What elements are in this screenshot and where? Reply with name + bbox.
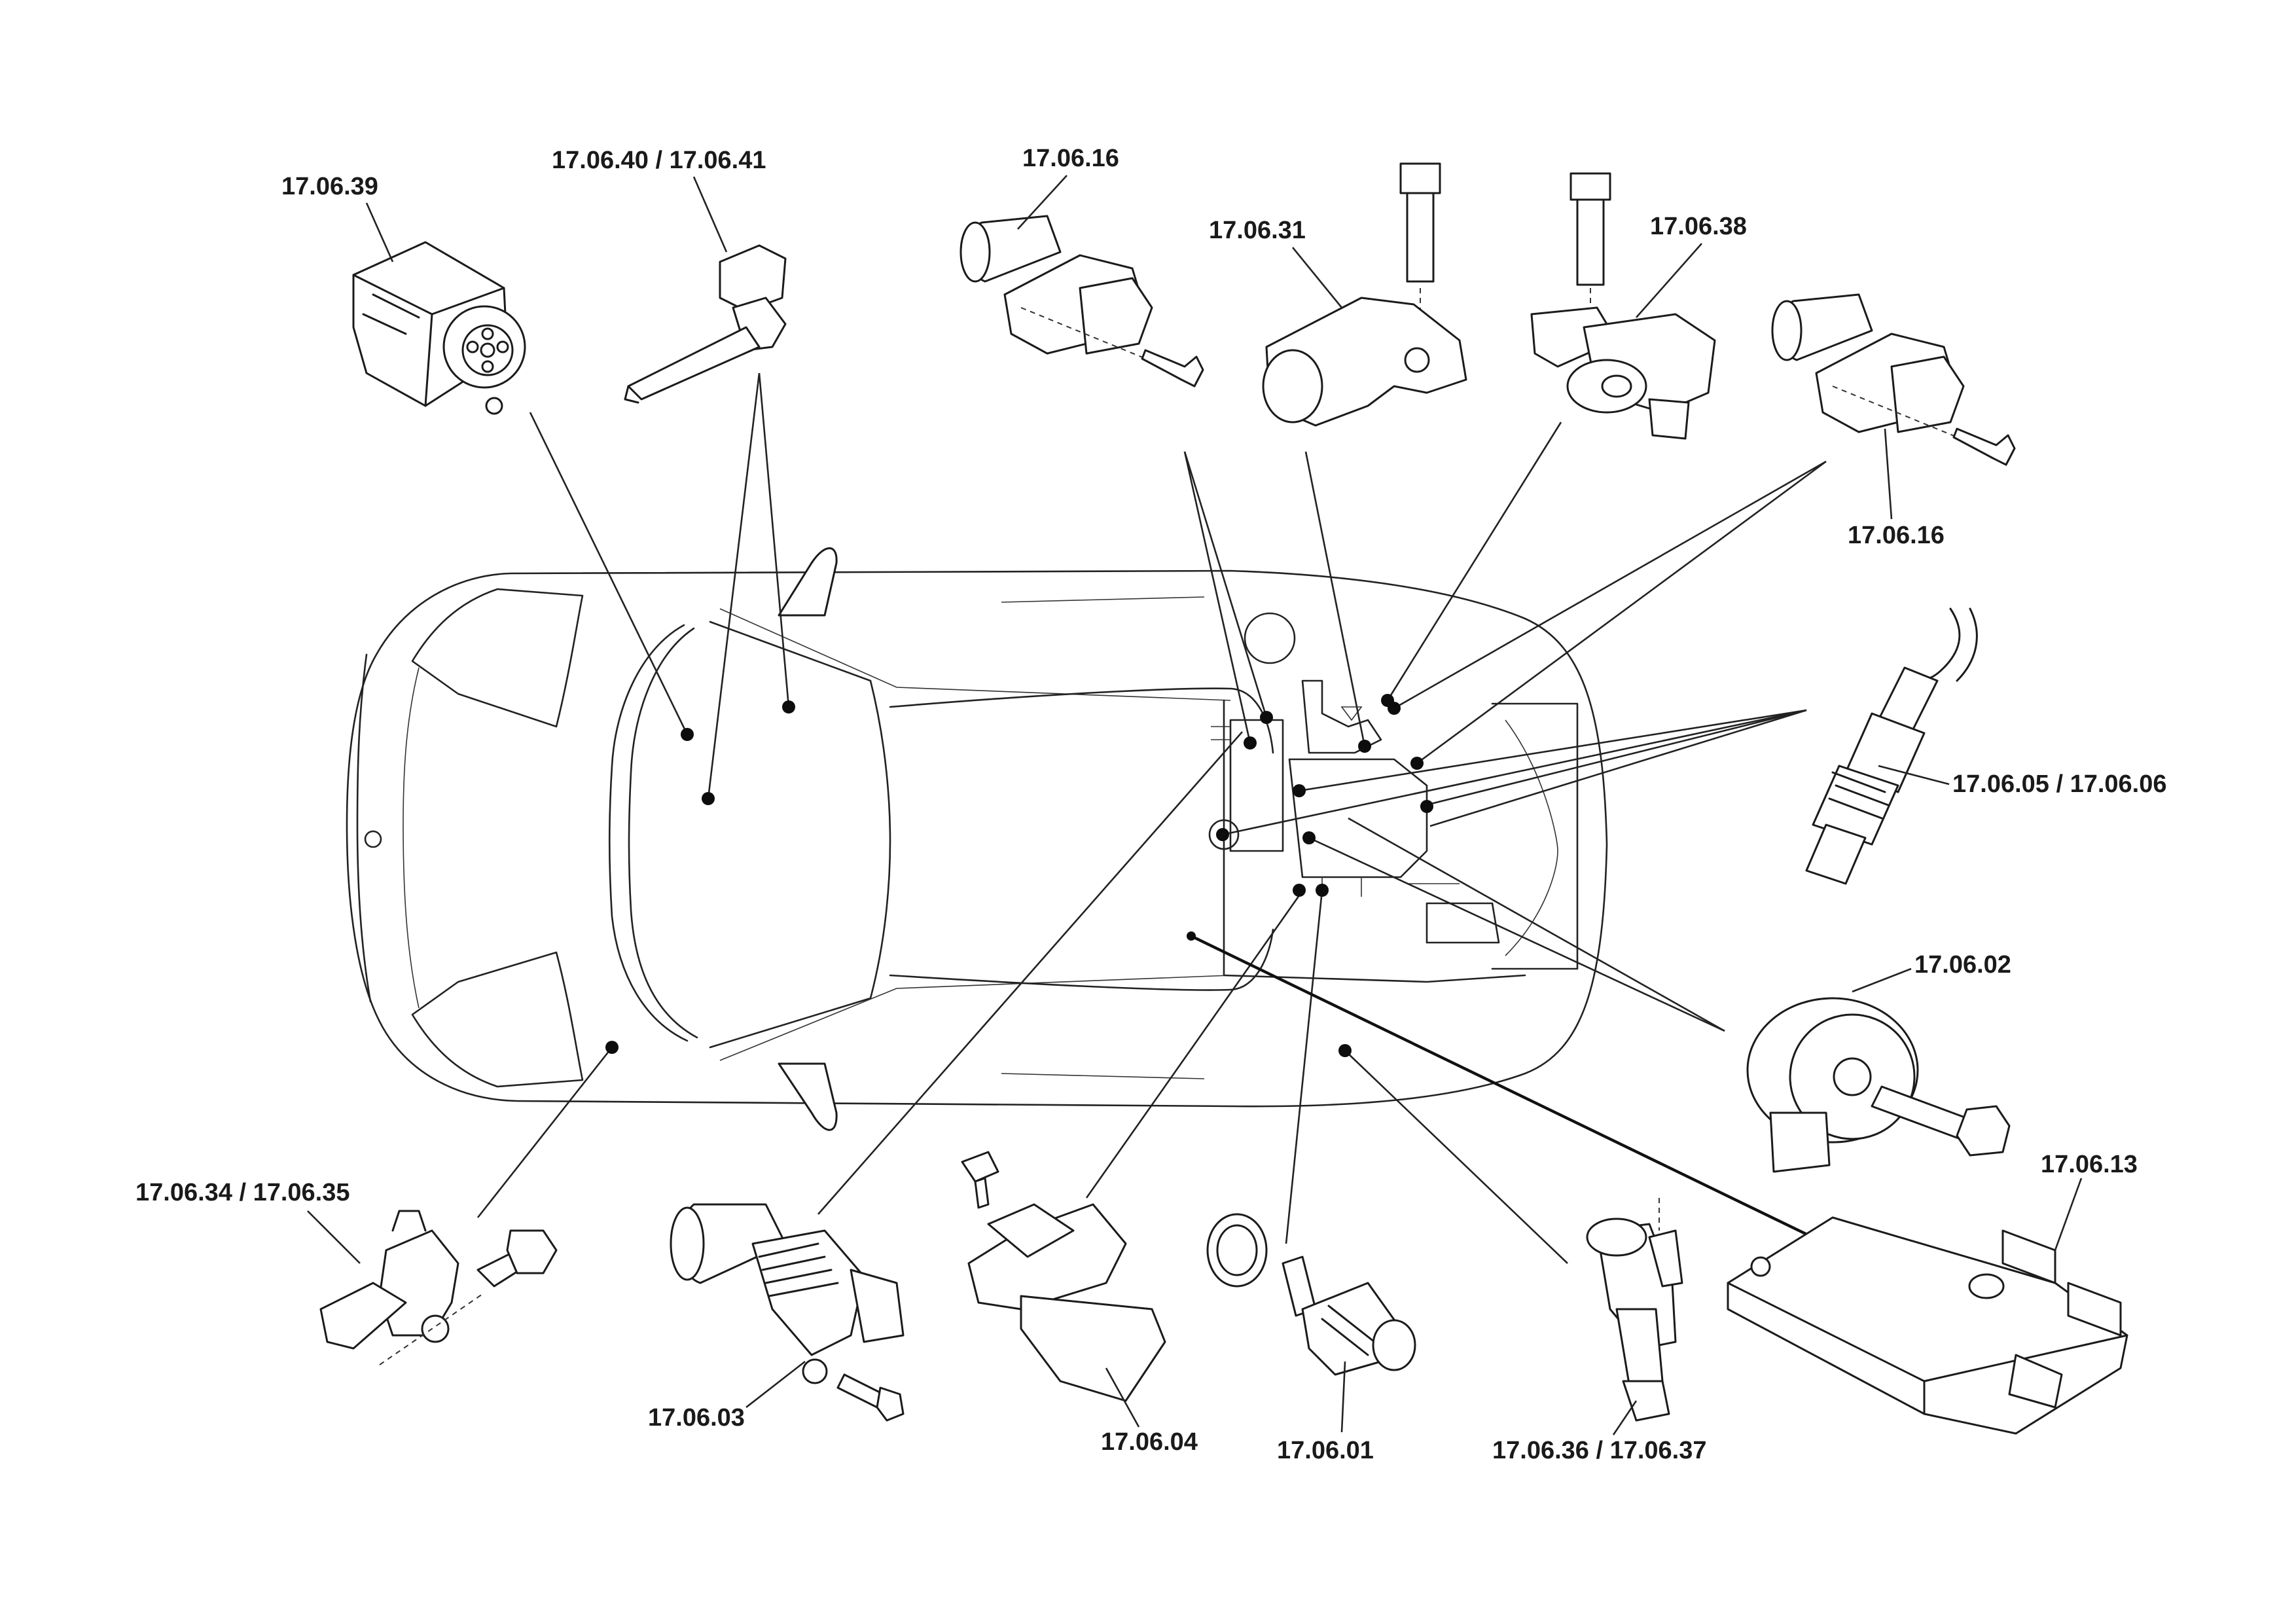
label-17-06-38: 17.06.38: [1650, 213, 1747, 240]
label-17-06-36-37: 17.06.36 / 17.06.37: [1492, 1437, 1707, 1464]
label-17-06-04: 17.06.04: [1101, 1428, 1198, 1456]
label-leaders: [307, 175, 2083, 1435]
label-17-06-01: 17.06.01: [1277, 1437, 1374, 1464]
part-17-06-16-sensor-top: [960, 215, 1204, 388]
label-17-06-39: 17.06.39: [281, 173, 378, 200]
label-17-06-02: 17.06.02: [1914, 951, 2011, 979]
part-17-06-02-knock-sensor: [1746, 997, 2011, 1173]
label-17-06-31: 17.06.31: [1209, 217, 1306, 244]
part-17-06-01-sensor: [1206, 1213, 1416, 1376]
label-17-06-03: 17.06.03: [648, 1404, 745, 1432]
part-17-06-31-sensor: [1262, 162, 1467, 427]
part-17-06-38-sensor: [1530, 172, 1716, 440]
part-17-06-34-35-sensor: [319, 1210, 558, 1365]
label-17-06-34-35: 17.06.34 / 17.06.35: [135, 1179, 350, 1206]
part-17-06-03-sensor: [670, 1203, 905, 1422]
label-17-06-13: 17.06.13: [2041, 1151, 2138, 1178]
part-17-06-13-ecu: [1727, 1216, 2128, 1435]
label-17-06-05-06: 17.06.05 / 17.06.06: [1952, 770, 2167, 798]
leader-lines: [476, 372, 1827, 1264]
label-17-06-40-41: 17.06.40 / 17.06.41: [552, 147, 766, 174]
part-17-06-04-sensor: [961, 1151, 1166, 1402]
car-top-view: [346, 547, 1608, 1131]
connection-dots: [605, 694, 1433, 1057]
part-labels: 17.06.39 17.06.40 / 17.06.41 17.06.16 17…: [135, 145, 2167, 1464]
part-17-06-36-37-sensor: [1586, 1198, 1683, 1422]
part-17-06-16-sensor-right: [1771, 293, 2016, 466]
label-17-06-16-right: 17.06.16: [1848, 522, 1945, 549]
part-17-06-39-connector: [352, 241, 526, 415]
label-17-06-16-top: 17.06.16: [1022, 145, 1119, 172]
part-17-06-05-06-lambda-sensor: [1805, 607, 1978, 885]
part-17-06-40-41-sensor: [624, 244, 787, 404]
